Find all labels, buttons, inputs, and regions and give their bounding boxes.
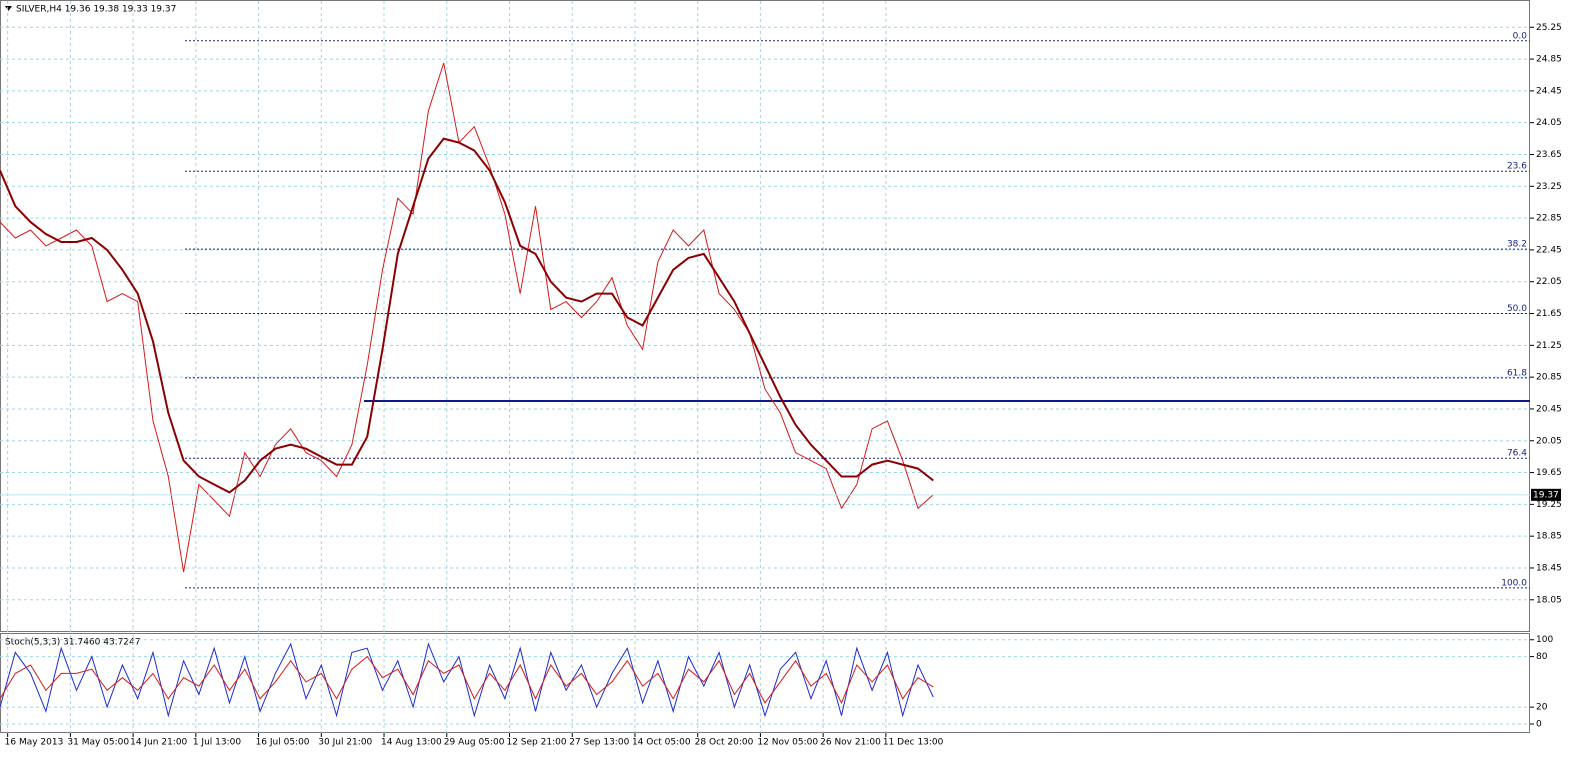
fib-label: 50.0 — [1507, 304, 1527, 314]
x-tick-label: 11 Dec 13:00 — [883, 738, 944, 748]
y-tick-label: 80 — [1536, 652, 1548, 662]
x-tick-label: 12 Nov 05:00 — [757, 738, 818, 748]
fib-label: 76.4 — [1507, 449, 1527, 459]
y-tick-label: 24.85 — [1536, 55, 1562, 65]
y-tick-label: 20.85 — [1536, 373, 1562, 383]
y-tick-label: 24.45 — [1536, 86, 1562, 96]
y-tick-label: 0 — [1536, 719, 1542, 729]
y-tick-label: 19.25 — [1536, 500, 1562, 510]
x-tick-label: 29 Aug 05:00 — [444, 738, 505, 748]
fib-label: 0.0 — [1513, 31, 1528, 41]
y-tick-label: 24.05 — [1536, 118, 1562, 128]
y-tick-label: 18.85 — [1536, 532, 1562, 542]
y-tick-label: 22.85 — [1536, 214, 1562, 224]
y-tick-label: 21.65 — [1536, 309, 1562, 319]
y-tick-label: 22.05 — [1536, 277, 1562, 287]
x-tick-label: 16 Jul 05:00 — [256, 738, 310, 748]
y-tick-label: 22.45 — [1536, 245, 1562, 255]
series-line — [0, 642, 934, 718]
fib-label: 61.8 — [1507, 368, 1527, 378]
main-panel — [0, 0, 1530, 632]
x-tick-label: 28 Oct 20:00 — [695, 738, 754, 748]
menu-arrow — [5, 6, 12, 11]
y-tick-label: 20.45 — [1536, 404, 1562, 414]
stoch-title: Stoch(5,3,3) 31.7460 43.7247 — [5, 638, 140, 648]
y-tick-label: 20 — [1536, 703, 1548, 713]
x-tick-label: 14 Jun 21:00 — [130, 738, 187, 748]
y-tick-label: 25.25 — [1536, 23, 1562, 33]
fib-label: 100.0 — [1501, 578, 1527, 588]
x-tick-label: 14 Oct 05:00 — [632, 738, 691, 748]
x-tick-label: 16 May 2013 — [5, 738, 64, 748]
x-tick-label: 30 Jul 21:00 — [318, 738, 372, 748]
series-line — [0, 137, 934, 494]
series-line — [0, 655, 934, 705]
fib-label: 23.6 — [1507, 162, 1527, 172]
last-price-label: 19.37 — [1533, 490, 1559, 500]
stoch-panel — [0, 633, 1530, 733]
y-tick-label: 18.45 — [1536, 563, 1562, 573]
y-tick-label: 23.65 — [1536, 150, 1562, 160]
series-line — [0, 62, 934, 573]
x-tick-label: 1 Jul 13:00 — [193, 738, 242, 748]
y-tick-label: 21.25 — [1536, 341, 1562, 351]
y-tick-label: 19.65 — [1536, 468, 1562, 478]
y-tick-label: 100 — [1536, 635, 1553, 645]
x-tick-label: 31 May 05:00 — [67, 738, 129, 748]
x-tick-label: 26 Nov 21:00 — [820, 738, 881, 748]
y-tick-label: 23.25 — [1536, 182, 1562, 192]
y-tick-label: 20.05 — [1536, 436, 1562, 446]
y-tick-label: 18.05 — [1536, 595, 1562, 605]
x-tick-label: 14 Aug 13:00 — [381, 738, 442, 748]
chart-title: SILVER,H4 19.36 19.38 19.33 19.37 — [16, 5, 176, 15]
x-tick-label: 12 Sep 21:00 — [506, 738, 566, 748]
fib-label: 38.2 — [1507, 240, 1527, 250]
last-price-box — [1531, 488, 1561, 501]
x-tick-label: 27 Sep 13:00 — [569, 738, 629, 748]
